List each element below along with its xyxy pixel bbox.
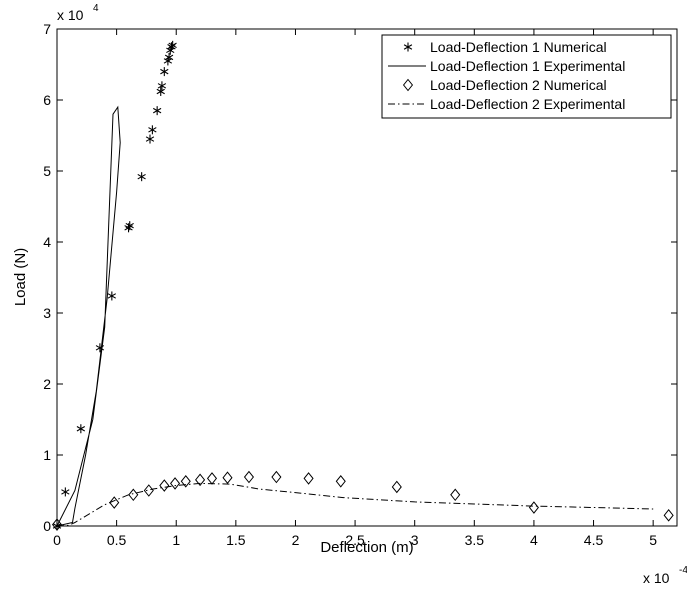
data-point (143, 484, 154, 497)
data-point (61, 487, 70, 497)
legend-samples (388, 42, 426, 105)
data-point (148, 125, 157, 135)
y-tick-label: 0 (43, 518, 51, 534)
y-tick-label: 3 (43, 305, 51, 321)
legend-box (381, 34, 672, 119)
x-tick-label: 3 (411, 532, 419, 548)
legend-label-3: Load-Deflection 2 Numerical (430, 77, 607, 93)
data-point (137, 172, 146, 182)
data-point (391, 480, 402, 494)
series-markers-1 (52, 40, 177, 531)
data-point (663, 509, 674, 522)
y-multiplier-exponent: 4 (93, 3, 99, 14)
axis-ticks: 0 0.5 1 1.5 2 2.5 3 3.5 4 4.5 5 0 1 2 3 4 5 6 7 (43, 21, 677, 548)
y-tick-label: 1 (43, 447, 51, 463)
legend-label-1: Load-Deflection 1 Numerical (430, 39, 607, 55)
data-point (109, 496, 120, 509)
data-point (303, 472, 314, 485)
data-point (107, 291, 117, 301)
data-point (167, 42, 176, 52)
x-tick-label: 1 (172, 532, 180, 548)
x-tick-label: 2 (292, 532, 300, 548)
data-point (51, 518, 63, 531)
data-point (195, 473, 206, 487)
series-markers-3 (51, 470, 674, 531)
legend: Load-Deflection 1 Numerical Load-Deflect… (381, 34, 672, 119)
y-axis-label: Load (N) (12, 248, 29, 306)
x-tick-label: 5 (649, 532, 657, 548)
y-tick-label: 4 (43, 234, 51, 250)
data-point (128, 488, 139, 502)
x-tick-label: 0.5 (107, 532, 127, 548)
data-point (180, 474, 191, 488)
x-tick-label: 3.5 (465, 532, 485, 548)
data-point (222, 471, 233, 485)
x-tick-label: 0 (53, 532, 61, 548)
data-point (152, 106, 162, 116)
data-point (450, 488, 461, 502)
data-point (145, 134, 155, 144)
data-point (76, 424, 86, 434)
data-point (160, 67, 169, 77)
series-line-2 (56, 105, 121, 527)
x-tick-label: 4 (530, 532, 538, 548)
data-point (159, 479, 170, 492)
data-point (243, 470, 255, 484)
legend-label-2: Load-Deflection 1 Experimental (430, 58, 625, 74)
series-layer (51, 40, 674, 531)
y-tick-label: 5 (43, 163, 51, 179)
legend-sample-3 (402, 78, 414, 92)
x-tick-label: 1.5 (226, 532, 246, 548)
data-point (271, 470, 282, 484)
data-point (169, 477, 181, 490)
data-point (156, 86, 165, 96)
x-multiplier: x 10 (643, 570, 670, 586)
series-line-4 (56, 482, 654, 527)
y-tick-label: 2 (43, 376, 51, 392)
data-point (335, 474, 346, 488)
x-tick-label: 2.5 (345, 532, 365, 548)
data-point (157, 81, 167, 91)
x-multiplier-exponent: -4 (679, 565, 687, 576)
x-axis-label: Deflection (m) (320, 539, 413, 556)
y-tick-label: 7 (43, 21, 51, 37)
legend-label-4: Load-Deflection 2 Experimental (430, 96, 625, 112)
y-tick-label: 6 (43, 92, 51, 108)
data-point (168, 40, 177, 50)
data-point (125, 221, 134, 231)
x-tick-label: 4.5 (584, 532, 604, 548)
data-point (164, 52, 174, 62)
legend-sample-1 (403, 42, 413, 52)
y-multiplier: x 10 (57, 7, 84, 23)
